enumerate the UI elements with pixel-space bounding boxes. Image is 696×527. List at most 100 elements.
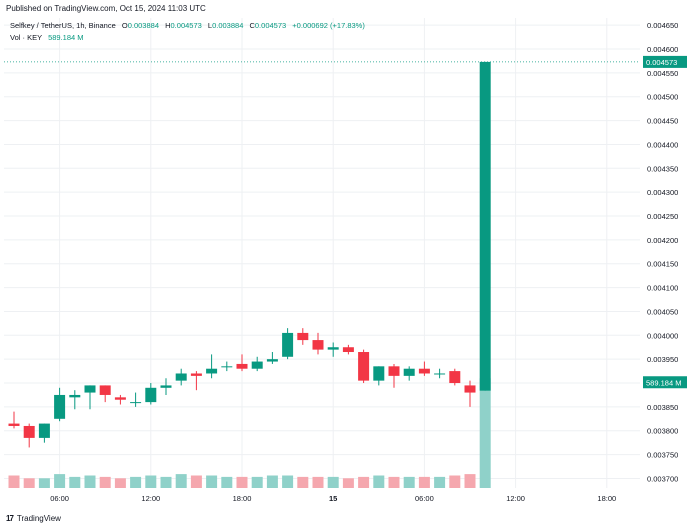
price-tick-label: 0.004200 [647, 236, 678, 245]
candle-body [114, 397, 126, 400]
volume-bar [464, 474, 476, 488]
low-value: 0.003884 [212, 21, 244, 30]
volume-bar [99, 476, 111, 488]
volume-bar [418, 476, 430, 488]
volume-bar [297, 476, 309, 488]
volume-bar [69, 476, 81, 488]
time-tick-label: 18:00 [597, 494, 616, 503]
volume-bar [38, 478, 50, 488]
candle-body [327, 347, 339, 350]
published-caption: Published on TradingView.com, Oct 15, 20… [6, 4, 206, 13]
low-label: L [207, 21, 213, 30]
candle-body [358, 352, 370, 381]
candle-body [175, 373, 187, 381]
candle-body [84, 385, 96, 393]
candle-body [190, 373, 202, 376]
ohlc-row: Selfkey / TetherUS, 1h, Binance O0.00388… [10, 20, 365, 32]
tradingview-logo-icon: 17 [6, 514, 14, 523]
candle-body [160, 385, 172, 388]
volume-bar [403, 476, 415, 488]
price-tick-label: 0.004250 [647, 212, 678, 221]
volume-bar [130, 476, 142, 488]
price-axis[interactable]: 0.004650 0.004600 0.004550 0.004500 0.004450… [643, 21, 687, 483]
time-tick-label: 15 [329, 494, 337, 503]
candle-body [69, 394, 81, 398]
price-tick-label: 0.004550 [647, 69, 678, 78]
tradingview-logo[interactable]: 17 TradingView [6, 514, 61, 523]
time-axis[interactable]: 06:00 12:00 18:00 15 06:00 12:00 18:00 [50, 494, 616, 503]
candle-body [266, 359, 278, 362]
open-label: O [121, 21, 128, 30]
candle-body [403, 368, 415, 376]
volume-bar [282, 475, 294, 488]
chart-legend: Selfkey / TetherUS, 1h, Binance O0.00388… [10, 20, 365, 44]
volume-bar [266, 475, 278, 488]
price-tick-label: 0.003750 [647, 451, 678, 460]
candle-body [8, 423, 20, 426]
price-tick-label: 0.003950 [647, 355, 678, 364]
candle-body [297, 332, 309, 341]
candle-body [206, 368, 218, 374]
time-tick-label: 06:00 [50, 494, 69, 503]
volume-bar [145, 475, 157, 488]
tradingview-brand: TradingView [16, 514, 61, 523]
candle-body [23, 425, 35, 438]
volume-bar [160, 476, 172, 488]
price-tick-label: 0.004350 [647, 164, 678, 173]
volume-tag [643, 376, 687, 389]
candles [8, 61, 491, 448]
candle-body [418, 368, 430, 374]
volume-bar [175, 474, 187, 488]
price-tick-label: 0.004650 [647, 21, 678, 30]
volume-bar [114, 478, 126, 488]
price-tick-label: 0.004500 [647, 93, 678, 102]
high-value: 0.004573 [170, 21, 202, 30]
candle-body [449, 371, 461, 384]
time-tick-label: 12:00 [506, 494, 525, 503]
volume-bar [84, 475, 96, 488]
volume-bar [373, 475, 385, 488]
candle-body [388, 366, 400, 376]
volume-bar [190, 475, 202, 488]
candle-body [221, 366, 233, 368]
volume-bar [236, 476, 248, 488]
volume-label[interactable]: Vol · KEY [10, 33, 42, 42]
close-value: 0.004573 [254, 21, 287, 30]
price-tick-label: 0.004600 [647, 45, 678, 54]
price-tick-label: 0.004100 [647, 284, 678, 293]
close-label: C [249, 21, 255, 30]
price-tick-label: 0.003700 [647, 474, 678, 483]
candle-body [464, 385, 476, 393]
volume-bar [434, 476, 446, 488]
candle-body [479, 61, 491, 391]
volume-bar [54, 474, 66, 488]
price-tick-label: 0.004450 [647, 117, 678, 126]
time-tick-label: 18:00 [233, 494, 252, 503]
price-tick-label: 0.003800 [647, 427, 678, 436]
candle-body [282, 332, 294, 357]
volume-bar [206, 475, 218, 488]
volume-bar [449, 475, 461, 488]
volume-bars [8, 378, 491, 488]
volume-bar [312, 476, 324, 488]
symbol-name[interactable]: Selfkey / TetherUS, 1h, Binance [10, 21, 116, 30]
last-price-tag [643, 55, 687, 68]
open-value: 0.003884 [127, 21, 159, 30]
candle-body [145, 387, 157, 403]
volume-bar [23, 478, 35, 488]
high-label: H [165, 21, 171, 30]
volume-bar [358, 476, 370, 488]
time-tick-label: 06:00 [415, 494, 434, 503]
price-tick-label: 0.004400 [647, 140, 678, 149]
volume-bar [8, 475, 20, 488]
volume-bar [251, 476, 263, 488]
chart-grid [4, 18, 640, 488]
candle-body [342, 347, 354, 353]
candle-body [99, 385, 111, 395]
volume-tag-label: 589.184 M [646, 378, 681, 387]
volume-value: 589.184 M [48, 33, 84, 42]
candle-body [54, 394, 66, 419]
volume-bar [342, 478, 354, 488]
candle-body [130, 402, 142, 404]
